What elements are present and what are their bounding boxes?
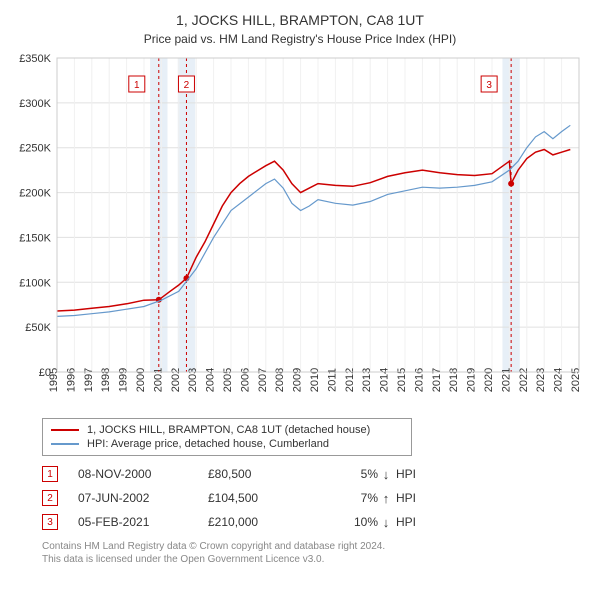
x-tick-label: 2010	[309, 368, 321, 392]
x-tick-label: 2025	[570, 368, 582, 392]
x-tick-label: 2016	[413, 368, 425, 392]
record-badge: 2	[42, 490, 58, 506]
x-tick-label: 2022	[518, 368, 530, 392]
x-tick-label: 2013	[361, 368, 373, 392]
x-tick-label: 2009	[292, 368, 304, 392]
record-pct: 10%	[308, 515, 378, 529]
x-tick-label: 1999	[118, 368, 130, 392]
x-tick-label: 2020	[483, 368, 495, 392]
record-date: 05-FEB-2021	[78, 515, 208, 529]
x-tick-label: 1995	[48, 368, 60, 392]
x-tick-label: 2000	[135, 368, 147, 392]
sale-record-row: 1 08-NOV-2000£80,5005%↓HPI	[42, 462, 592, 486]
sale-records: 108-NOV-2000£80,5005%↓HPI207-JUN-2002£10…	[42, 462, 592, 534]
legend-swatch	[51, 429, 79, 431]
marker-badge-label: 1	[134, 80, 140, 91]
y-tick-label: £200K	[19, 188, 51, 200]
legend-row: HPI: Average price, detached house, Cumb…	[51, 437, 403, 451]
legend-label: HPI: Average price, detached house, Cumb…	[87, 438, 329, 450]
x-tick-label: 2008	[274, 368, 286, 392]
record-date: 08-NOV-2000	[78, 467, 208, 481]
record-suffix: HPI	[396, 491, 416, 505]
footer-note: Contains HM Land Registry data © Crown c…	[42, 540, 592, 566]
footer-line1: Contains HM Land Registry data © Crown c…	[42, 540, 592, 553]
marker-badge-label: 3	[486, 80, 492, 91]
legend-row: 1, JOCKS HILL, BRAMPTON, CA8 1UT (detach…	[51, 423, 403, 437]
x-tick-label: 2012	[344, 368, 356, 392]
title-block: 1, JOCKS HILL, BRAMPTON, CA8 1UT Price p…	[8, 12, 592, 46]
legend-swatch	[51, 443, 79, 445]
record-price: £104,500	[208, 491, 308, 505]
x-tick-label: 2002	[170, 368, 182, 392]
y-tick-label: £300K	[19, 98, 51, 110]
x-tick-label: 2003	[187, 368, 199, 392]
x-tick-label: 2024	[553, 368, 565, 392]
record-suffix: HPI	[396, 515, 416, 529]
chart-subtitle: Price paid vs. HM Land Registry's House …	[8, 32, 592, 46]
record-pct: 5%	[308, 467, 378, 481]
arrow-icon: ↓	[378, 515, 394, 530]
y-tick-label: £350K	[19, 54, 51, 65]
chart-svg: £0£50K£100K£150K£200K£250K£300K£350K1995…	[13, 54, 587, 412]
legend-label: 1, JOCKS HILL, BRAMPTON, CA8 1UT (detach…	[87, 424, 370, 436]
x-tick-label: 1998	[100, 368, 112, 392]
x-tick-label: 2017	[431, 368, 443, 392]
y-tick-label: £250K	[19, 143, 51, 155]
y-tick-label: £150K	[19, 232, 51, 244]
sale-record-row: 3 05-FEB-2021£210,00010%↓HPI	[42, 510, 592, 534]
record-badge: 3	[42, 514, 58, 530]
chart-container: 1, JOCKS HILL, BRAMPTON, CA8 1UT Price p…	[0, 0, 600, 572]
x-tick-label: 2007	[257, 368, 269, 392]
x-tick-label: 1997	[83, 368, 95, 392]
x-tick-label: 2021	[500, 368, 512, 392]
x-tick-label: 2019	[466, 368, 478, 392]
x-tick-label: 2023	[535, 368, 547, 392]
x-tick-label: 2018	[448, 368, 460, 392]
y-tick-label: £50K	[25, 322, 51, 334]
footer-line2: This data is licensed under the Open Gov…	[42, 553, 592, 566]
x-tick-label: 2004	[205, 368, 217, 392]
record-price: £80,500	[208, 467, 308, 481]
legend: 1, JOCKS HILL, BRAMPTON, CA8 1UT (detach…	[42, 418, 412, 456]
y-tick-label: £100K	[19, 277, 51, 289]
record-pct: 7%	[308, 491, 378, 505]
record-badge: 1	[42, 466, 58, 482]
x-tick-label: 2005	[222, 368, 234, 392]
x-tick-label: 1996	[65, 368, 77, 392]
arrow-icon: ↓	[378, 467, 394, 482]
record-suffix: HPI	[396, 467, 416, 481]
arrow-icon: ↑	[378, 491, 394, 506]
marker-badge-label: 2	[184, 80, 190, 91]
x-tick-label: 2006	[239, 368, 251, 392]
record-price: £210,000	[208, 515, 308, 529]
sale-record-row: 2 07-JUN-2002£104,5007%↑HPI	[42, 486, 592, 510]
chart-plot: £0£50K£100K£150K£200K£250K£300K£350K1995…	[13, 54, 587, 412]
chart-title: 1, JOCKS HILL, BRAMPTON, CA8 1UT	[8, 12, 592, 28]
record-date: 07-JUN-2002	[78, 491, 208, 505]
x-tick-label: 2014	[379, 368, 391, 392]
x-tick-label: 2015	[396, 368, 408, 392]
